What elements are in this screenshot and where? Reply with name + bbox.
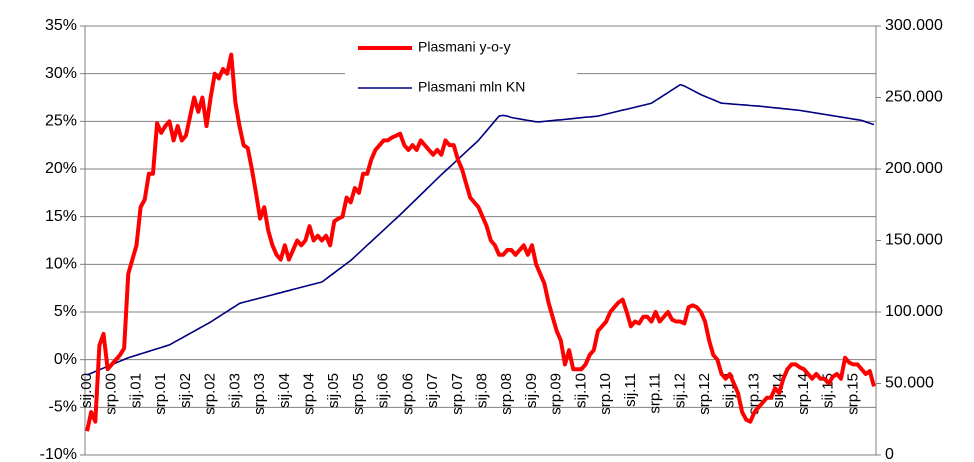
x-tick-label: sij.11	[622, 373, 639, 407]
x-tick-label: srp.09	[548, 373, 565, 415]
x-tick-label: sij.03	[226, 373, 243, 408]
y-tick-label: 10%	[45, 256, 77, 273]
y-tick-label: 5%	[54, 303, 77, 320]
x-tick-label: sij.02	[177, 373, 194, 408]
x-tick-label: srp.00	[103, 373, 120, 415]
legend-label: Plasmani y-o-y	[418, 39, 511, 55]
x-tick-label: srp.13	[745, 373, 762, 415]
y-tick-label: 35%	[45, 17, 77, 34]
legend-label: Plasmani mln KN	[418, 79, 525, 95]
x-tick-label: srp.05	[350, 373, 367, 415]
y-tick-label: 0%	[54, 351, 77, 368]
x-tick-label: srp.12	[696, 373, 713, 415]
x-tick-label: sij.08	[474, 373, 491, 408]
y2-tick-label: 300.000	[885, 17, 943, 34]
series-line	[85, 52, 876, 432]
x-tick-label: srp.03	[251, 373, 268, 415]
x-tick-label: sij.01	[127, 373, 144, 408]
x-tick-label: sij.15	[820, 373, 837, 408]
y2-tick-label: 0	[885, 446, 894, 462]
y2-tick-label: 50.000	[885, 375, 934, 392]
y-tick-label: -5%	[49, 399, 77, 416]
x-tick-label: srp.07	[449, 373, 466, 415]
x-tick-label: sij.00	[78, 373, 95, 408]
x-tick-label: sij.04	[276, 373, 293, 408]
x-tick-label: sij.12	[671, 373, 688, 408]
x-tick-label: srp.08	[498, 373, 515, 415]
y2-tick-label: 250.000	[885, 89, 943, 106]
x-tick-label: srp.14	[795, 373, 812, 415]
x-tick-label: sij.09	[523, 373, 540, 408]
x-tick-label: sij.10	[572, 373, 589, 408]
y2-tick-label: 150.000	[885, 232, 943, 249]
x-tick-label: srp.01	[152, 373, 169, 415]
x-tick-label: srp.11	[647, 373, 664, 414]
x-tick-label: sij.06	[375, 373, 392, 408]
legend: Plasmani y-o-y Plasmani mln KN	[345, 30, 577, 106]
series-line	[86, 83, 875, 376]
x-tick-label: srp.06	[399, 373, 416, 415]
x-tick-label: sij.07	[424, 373, 441, 408]
x-tick-label: srp.10	[597, 373, 614, 415]
y-tick-label: 20%	[45, 160, 77, 177]
x-tick-label: srp.02	[202, 373, 219, 415]
x-tick-label: sij.05	[325, 373, 342, 408]
y-tick-label: -10%	[40, 446, 77, 462]
y-tick-label: 15%	[45, 208, 77, 225]
x-tick-label: srp.04	[300, 373, 317, 415]
y2-tick-label: 200.000	[885, 160, 943, 177]
y2-tick-label: 100.000	[885, 303, 943, 320]
legend-box	[345, 30, 577, 106]
y-tick-label: 25%	[45, 113, 77, 130]
x-tick-label: srp.15	[844, 373, 861, 415]
y-tick-label: 30%	[45, 65, 77, 82]
